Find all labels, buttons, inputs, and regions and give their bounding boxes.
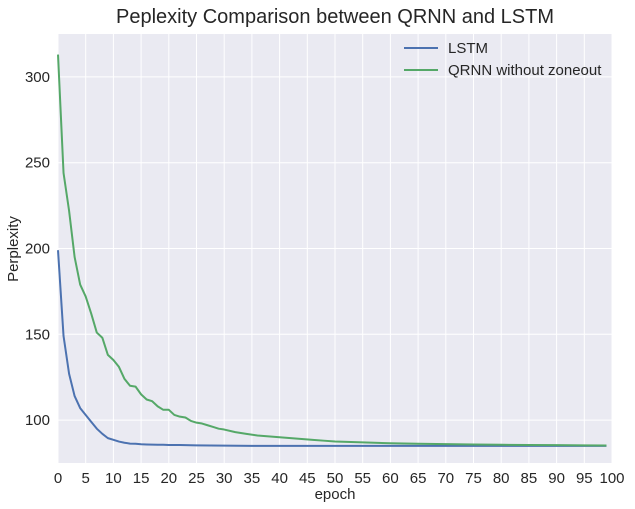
x-tick-label: 40 bbox=[271, 470, 288, 487]
y-tick-label: 150 bbox=[25, 326, 50, 343]
x-tick-label: 90 bbox=[548, 470, 565, 487]
legend-label-qrnn: QRNN without zoneout bbox=[448, 62, 602, 79]
series-lines bbox=[57, 54, 607, 447]
x-tick-label: 25 bbox=[188, 470, 205, 487]
x-tick-label: 95 bbox=[576, 470, 593, 487]
x-tick-label: 80 bbox=[493, 470, 510, 487]
x-tick-labels: 0 5 10 15 20 25 30 35 40 45 50 55 60 65 70 75 80 85 90 95 10… bbox=[54, 470, 625, 487]
x-axis-label: epoch bbox=[315, 486, 356, 503]
y-tick-label: 250 bbox=[25, 155, 50, 172]
x-tick-label: 5 bbox=[82, 470, 90, 487]
legend: LSTM QRNN without zoneout bbox=[404, 40, 602, 79]
series-line-qrnn bbox=[57, 54, 607, 447]
x-tick-label: 60 bbox=[382, 470, 399, 487]
y-axis-label: Perplexity bbox=[5, 216, 22, 282]
legend-label-lstm: LSTM bbox=[448, 40, 488, 57]
x-tick-label: 70 bbox=[437, 470, 454, 487]
x-tick-label: 45 bbox=[299, 470, 316, 487]
x-tick-label: 50 bbox=[327, 470, 344, 487]
x-tick-label: 55 bbox=[354, 470, 371, 487]
x-tick-label: 10 bbox=[105, 470, 122, 487]
y-tick-labels: 100 150 200 250 300 bbox=[25, 69, 50, 429]
x-tick-label: 20 bbox=[160, 470, 177, 487]
y-tick-label: 300 bbox=[25, 69, 50, 86]
x-tick-label: 35 bbox=[244, 470, 261, 487]
x-tick-label: 85 bbox=[521, 470, 538, 487]
x-tick-label: 75 bbox=[465, 470, 482, 487]
y-tick-label: 200 bbox=[25, 241, 50, 258]
x-tick-label: 100 bbox=[599, 470, 624, 487]
x-tick-label: 15 bbox=[133, 470, 150, 487]
x-tick-label: 0 bbox=[54, 470, 62, 487]
x-tick-label: 65 bbox=[410, 470, 427, 487]
y-tick-label: 100 bbox=[25, 412, 50, 429]
x-tick-label: 30 bbox=[216, 470, 233, 487]
grid-lines bbox=[57, 34, 613, 463]
chart-title: Peplexity Comparison between QRNN and LS… bbox=[116, 6, 554, 28]
series-line-lstm bbox=[57, 250, 607, 447]
